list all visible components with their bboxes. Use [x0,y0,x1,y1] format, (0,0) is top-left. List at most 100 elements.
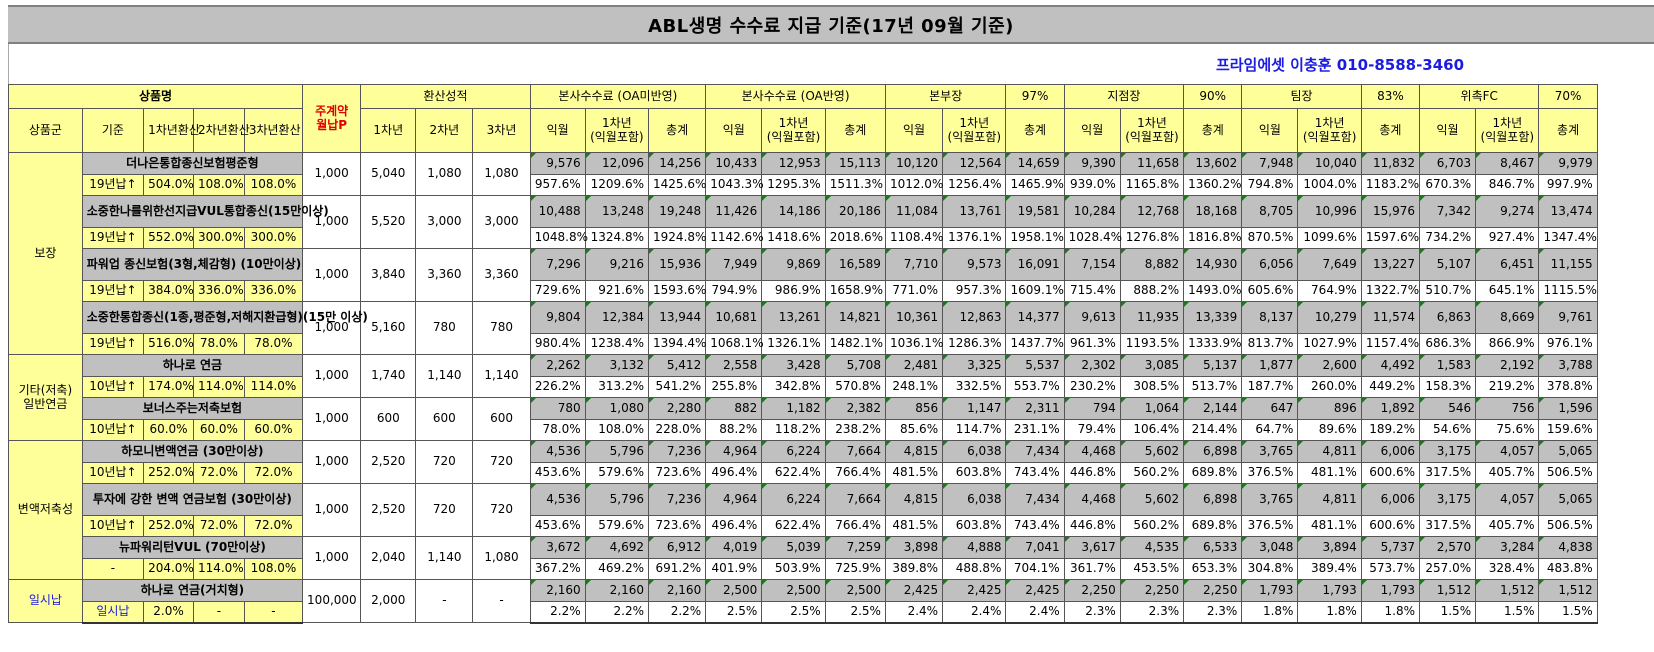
fee-pct: 1.8% [1297,601,1362,624]
fee-amount: 7,296 [529,248,586,281]
fee-amount: 7,649 [1297,248,1362,281]
fee-pct: 1.5% [1418,601,1477,624]
fee-pct: 376.5% [1241,462,1299,484]
fee-pct: 1347.4% [1538,227,1598,249]
conversion-rate-1: 252.0% [143,462,194,484]
fee-pct: 645.1% [1475,280,1540,302]
monthly-premium: 100,000 [302,579,362,623]
fee-pct: 1142.6% [705,227,764,249]
fee-pct: 579.6% [584,515,650,537]
fee-col-header: 1차년 (익월포함) [1475,108,1540,153]
conversion-rate-2: 114.0% [192,376,245,398]
fee-amount: 546 [1418,397,1477,420]
fee-amount: 9,573 [942,248,1007,281]
conversion-rate-3: 114.0% [243,376,304,398]
fee-amount: 2,250 [1063,579,1121,602]
category-cell: 변액저축성 [8,440,83,580]
fee-amount: 9,576 [529,152,586,175]
fee-amount: 3,048 [1241,536,1299,559]
fee-pct: 481.1% [1297,515,1362,537]
fee-pct: 453.6% [529,515,586,537]
fee-amount: 6,898 [1183,440,1243,463]
product-rate-row: 일시납 2.0% - -2.2% 2.2% 2.2% 2.5% 2.5% 2.5% 2.4% 2.4… [9,601,1654,624]
fee-amount: 1,877 [1241,354,1299,377]
fee-amount: 4,838 [1538,536,1598,559]
fee-amount: 7,236 [648,483,707,516]
fee-table: 상품명 주계약 월납P 환산성적 본사수수료 (OA미반영) 본사수수료 (OA반영) 본부… [7,84,1654,624]
fee-amount: 10,361 [884,301,944,334]
product-rate-row: 19년납↑ 504.0% 108.0% 108.0% 957.6% 1209.6% 1425… [9,174,1654,196]
fee-pct: 1376.1% [942,227,1007,249]
fee-pct: 481.5% [884,515,944,537]
fee-amount: 3,894 [1297,536,1362,559]
fee-pct: 743.4% [1005,515,1065,537]
fee-pct: 870.5% [1241,227,1299,249]
fee-amount: 1,147 [942,397,1007,420]
fee-pct: 483.8% [1538,558,1598,580]
fee-amount: 6,863 [1418,301,1477,334]
category-cell: 보장 [8,152,83,355]
fee-amount: 11,084 [884,195,944,228]
fee-pct: 159.6% [1538,419,1598,441]
conversion-year1: 2,520 [360,483,417,537]
fee-pct: 2.3% [1183,601,1243,624]
product-name: 소중한나를위한선지급VUL통합종신(15만이상) [81,195,329,228]
fee-pct: 1394.4% [648,333,706,355]
fee-amount: 2,481 [884,354,944,377]
base-term: 19년납↑ [81,333,145,355]
fee-amount: 4,692 [584,536,650,559]
fee-col-header: 1차년 (익월포함) [584,108,650,153]
fee-pct: 469.2% [584,558,650,580]
fee-amount: 14,659 [1005,152,1065,175]
fee-amount: 7,434 [1005,440,1065,463]
fee-amount: 6,056 [1241,248,1299,281]
fee-pct: 1108.4% [884,227,943,249]
product-name: 파워업 종신보험(3형,체감형) (10만이상) [81,248,304,281]
fee-col-header: 익월 [529,108,586,153]
product-name-header: 상품명 [7,84,304,109]
fee-col-header: 총계 [1005,108,1065,153]
fee-amount: 7,154 [1063,248,1121,281]
fee-amount: 9,274 [1475,195,1540,228]
fee-pct: 2.3% [1119,601,1185,624]
fee-pct: 670.3% [1418,174,1477,196]
fee-amount: 4,964 [705,483,763,516]
fee-amount: 7,664 [824,483,886,516]
fee-amount: 9,761 [1538,301,1598,334]
conversion-year3: 780 [472,301,531,355]
fee-pct: 1099.6% [1297,227,1362,249]
fee-amount: 2,570 [1418,536,1477,559]
category-cell: 일시납 [8,579,83,623]
fee-pct: 1593.6% [648,280,706,302]
fee-amount: 2,250 [1183,579,1243,602]
fee-pct: 54.6% [1418,419,1477,441]
fee-amount: 3,765 [1241,440,1299,463]
fee-pct: 1165.8% [1119,174,1185,196]
fee-amount: 5,065 [1538,483,1598,516]
fee-amount: 1,583 [1418,354,1477,377]
fee-amount: 1,064 [1119,397,1185,420]
fee-amount: 10,040 [1297,152,1362,175]
fee-amount: 4,468 [1063,483,1121,516]
fee-amount: 7,948 [1241,152,1299,175]
fee-amount: 1,512 [1418,579,1477,602]
fee-group-pct: 97% [1005,84,1065,109]
fee-amount: 10,433 [705,152,763,175]
fee-group-header: 본사수수료 (OA반영) [705,84,886,109]
fee-pct: 846.7% [1475,174,1540,196]
fee-amount: 13,602 [1183,152,1243,175]
fee-pct: 510.7% [1418,280,1477,302]
fee-amount: 4,019 [705,536,763,559]
fee-pct: 219.2% [1475,376,1540,398]
fee-pct: 75.6% [1475,419,1540,441]
fee-pct: 603.8% [942,515,1007,537]
fee-pct: 328.4% [1475,558,1540,580]
fee-group-pct: 83% [1360,84,1421,109]
fee-amount: 18,168 [1183,195,1243,228]
fee-amount: 7,949 [705,248,763,281]
fee-col-header: 1차년 (익월포함) [942,108,1007,153]
fee-pct: 496.4% [705,462,763,484]
product-row: 일시납 하나로 연금(거치형) 100,000 2,000- -2,160 2,160 2,… [8,579,1654,623]
fee-amount: 9,869 [761,248,826,281]
fee-pct: 1324.8% [584,227,650,249]
